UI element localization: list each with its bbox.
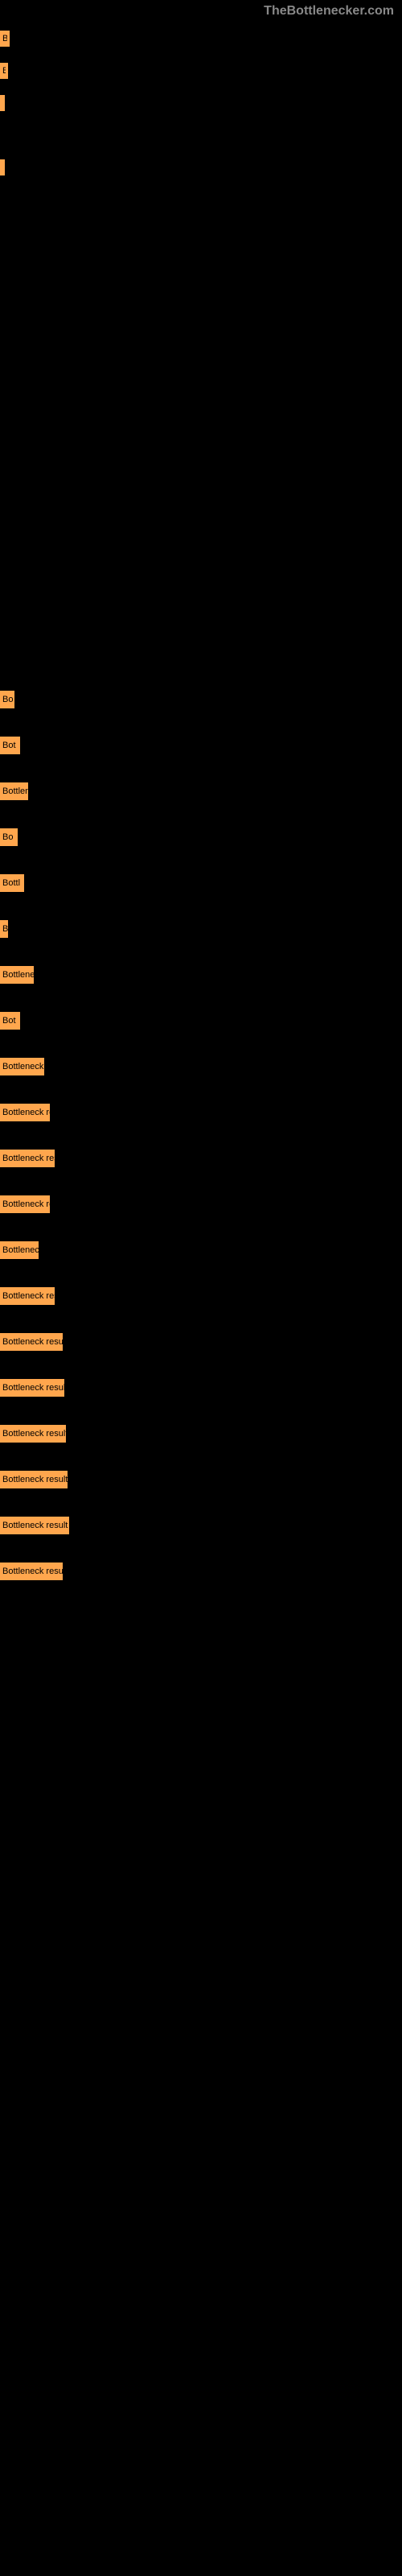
chart-row: Bottl: [0, 874, 402, 892]
chart-bar-label: Bottlene: [2, 970, 34, 980]
chart-row: Bottleneck resu: [0, 1287, 402, 1305]
chart-bar-label: Bottleneck re: [2, 1108, 50, 1117]
chart-bar-7: Bot: [0, 1012, 20, 1030]
chart-bar-11: Bottleneck re: [0, 1195, 50, 1213]
top-bar-row: [0, 95, 402, 111]
chart-row: Bottleneck re: [0, 1104, 402, 1121]
chart-section: Bo Bot Bottlen Bo Bottl B Bottlene Bot Bottlenec…: [0, 691, 402, 1580]
top-bar-3: [0, 159, 5, 175]
top-bar-2: [0, 95, 5, 111]
chart-row: Bottleneck: [0, 1241, 402, 1259]
chart-bar-label: Bo: [2, 695, 13, 704]
chart-bar-1: Bot: [0, 737, 20, 754]
chart-bar-label: Bottleneck resu: [2, 1291, 55, 1301]
chart-bar-label: Bot: [2, 741, 16, 750]
chart-bar-19: Bottleneck resu: [0, 1563, 63, 1580]
chart-row: Bottlen: [0, 782, 402, 800]
chart-row: Bottleneck result: [0, 1379, 402, 1397]
chart-bar-15: Bottleneck result: [0, 1379, 64, 1397]
top-bar-row: B: [0, 63, 402, 79]
top-bar-0: B: [0, 31, 10, 47]
chart-bar-0: Bo: [0, 691, 14, 708]
chart-bar-label: Bottleneck resu: [2, 1154, 55, 1163]
chart-bar-label: Bottleneck result: [2, 1383, 64, 1393]
chart-row: Bottleneck result: [0, 1517, 402, 1534]
site-name: TheBottlenecker.com: [264, 4, 394, 18]
chart-row: Bottleneck result: [0, 1471, 402, 1488]
chart-row: Bottlene: [0, 966, 402, 984]
chart-row: Bot: [0, 1012, 402, 1030]
chart-bar-label: Bottl: [2, 878, 20, 888]
top-bar-label: B: [2, 34, 7, 43]
chart-bar-label: Bottleneck: [2, 1245, 39, 1255]
chart-row: Bottleneck resu: [0, 1563, 402, 1580]
chart-bar-8: Bottleneck r: [0, 1058, 44, 1075]
chart-bar-label: Bottleneck result: [2, 1429, 66, 1439]
chart-row: B: [0, 920, 402, 938]
top-bar-label: B: [2, 66, 6, 76]
chart-row: Bot: [0, 737, 402, 754]
chart-row: Bottleneck result: [0, 1333, 402, 1351]
chart-bar-label: Bo: [2, 832, 13, 842]
chart-bar-label: Bottleneck resu: [2, 1567, 63, 1576]
chart-bar-label: B: [2, 924, 8, 934]
chart-row: Bottleneck resu: [0, 1150, 402, 1167]
chart-bar-5: B: [0, 920, 8, 938]
top-bar-1: B: [0, 63, 8, 79]
chart-row: Bottleneck r: [0, 1058, 402, 1075]
chart-bar-label: Bot: [2, 1016, 16, 1026]
chart-bar-2: Bottlen: [0, 782, 28, 800]
chart-row: Bottleneck re: [0, 1195, 402, 1213]
chart-bar-4: Bottl: [0, 874, 24, 892]
top-bar-row: B: [0, 31, 402, 47]
chart-bar-label: Bottleneck r: [2, 1062, 44, 1071]
chart-row: Bottleneck result: [0, 1425, 402, 1443]
chart-bar-12: Bottleneck: [0, 1241, 39, 1259]
top-bar-row: [0, 151, 402, 184]
chart-bar-10: Bottleneck resu: [0, 1150, 55, 1167]
chart-row: Bo: [0, 691, 402, 708]
chart-bar-label: Bottleneck result: [2, 1475, 68, 1484]
chart-bar-14: Bottleneck result: [0, 1333, 63, 1351]
chart-bar-9: Bottleneck re: [0, 1104, 50, 1121]
header: TheBottlenecker.com: [0, 0, 402, 23]
chart-row: Bo: [0, 828, 402, 846]
chart-bar-16: Bottleneck result: [0, 1425, 66, 1443]
chart-bar-18: Bottleneck result: [0, 1517, 69, 1534]
chart-bar-3: Bo: [0, 828, 18, 846]
chart-bar-label: Bottleneck result: [2, 1521, 68, 1530]
chart-bar-label: Bottleneck result: [2, 1337, 63, 1347]
chart-bar-6: Bottlene: [0, 966, 34, 984]
chart-bar-13: Bottleneck resu: [0, 1287, 55, 1305]
chart-bar-label: Bottlen: [2, 786, 28, 796]
chart-bar-label: Bottleneck re: [2, 1199, 50, 1209]
chart-bar-17: Bottleneck result: [0, 1471, 68, 1488]
top-bars-section: B B: [0, 23, 402, 208]
